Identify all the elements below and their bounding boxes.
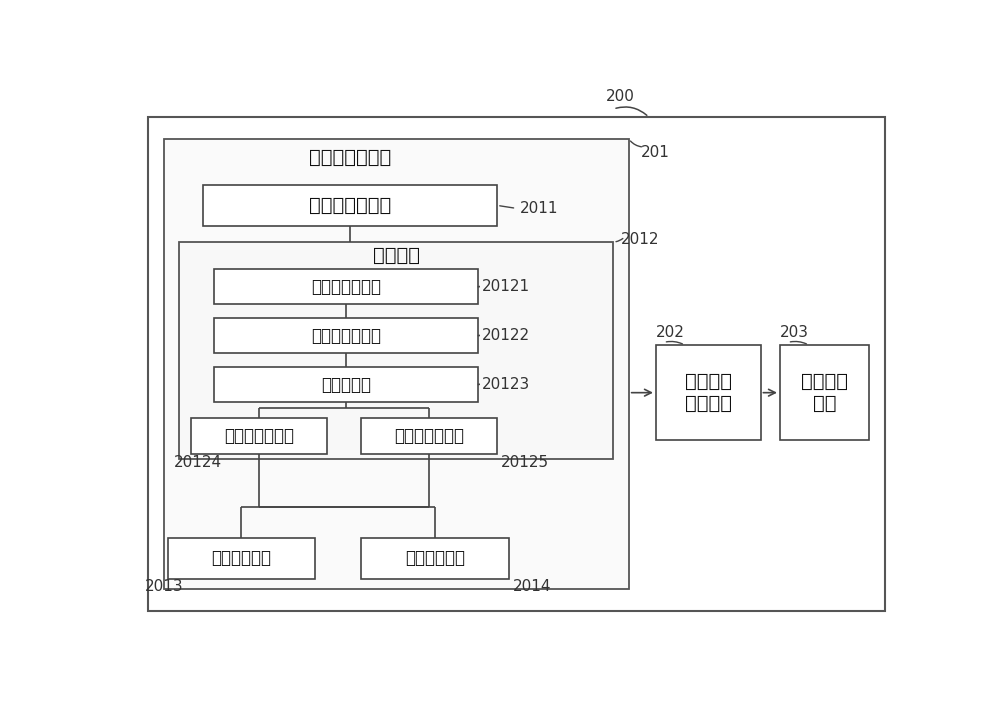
Text: 201: 201 (640, 145, 669, 160)
FancyBboxPatch shape (179, 242, 613, 459)
Text: 第二确定子单元: 第二确定子单元 (394, 427, 464, 445)
FancyBboxPatch shape (214, 269, 478, 305)
FancyBboxPatch shape (361, 538, 509, 579)
Text: 2011: 2011 (520, 201, 559, 216)
Text: 2013: 2013 (144, 579, 183, 594)
Text: 第一确定单元: 第一确定单元 (211, 549, 271, 568)
Text: 20122: 20122 (482, 328, 530, 343)
FancyBboxPatch shape (214, 367, 478, 402)
FancyBboxPatch shape (168, 538, 315, 579)
FancyBboxPatch shape (148, 117, 885, 611)
FancyBboxPatch shape (214, 318, 478, 353)
Text: 图像块选取单元: 图像块选取单元 (309, 196, 391, 215)
Text: 第一计算子单元: 第一计算子单元 (311, 278, 381, 296)
Text: 增益系数
计算模块: 增益系数 计算模块 (685, 372, 732, 413)
FancyBboxPatch shape (656, 345, 761, 440)
FancyBboxPatch shape (164, 139, 629, 589)
Text: 2014: 2014 (512, 579, 551, 594)
Text: 202: 202 (656, 325, 685, 340)
Text: 20124: 20124 (174, 455, 222, 470)
Text: 20123: 20123 (482, 376, 530, 392)
Text: 颜色调整
模块: 颜色调整 模块 (801, 372, 848, 413)
FancyBboxPatch shape (361, 419, 497, 454)
Text: 2012: 2012 (621, 232, 660, 247)
Text: 200: 200 (606, 89, 634, 104)
FancyBboxPatch shape (780, 345, 869, 440)
Text: 判断单元: 判断单元 (373, 246, 420, 265)
Text: 第一确定子单元: 第一确定子单元 (224, 427, 294, 445)
Text: 20125: 20125 (501, 455, 549, 470)
Text: 判断子单元: 判断子单元 (321, 376, 371, 393)
Text: 第二计算子单元: 第二计算子单元 (311, 326, 381, 345)
Text: 20121: 20121 (482, 279, 530, 294)
FancyBboxPatch shape (191, 419, 326, 454)
Text: 图像块选取模块: 图像块选取模块 (309, 148, 391, 167)
FancyBboxPatch shape (202, 185, 497, 226)
Text: 第二确定单元: 第二确定单元 (405, 549, 465, 568)
Text: 203: 203 (780, 325, 809, 340)
